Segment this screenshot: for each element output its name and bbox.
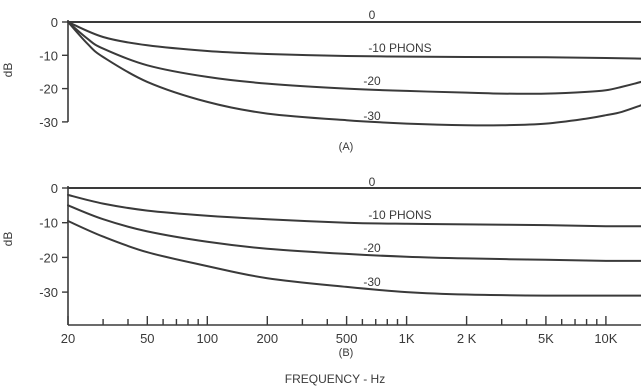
series-line-30-phons: [67, 21, 641, 127]
x-tick-label: 2 K: [457, 331, 477, 346]
x-tick-label: 10K: [594, 331, 617, 346]
panel-a-chart: 0 -10 -20 -30 dB 0 -10 PHONS -20 -30 (A): [1, 8, 641, 153]
x-axis-title: FREQUENCY - Hz: [285, 372, 385, 386]
series-line-20-phons: [67, 204, 641, 262]
y-tick-label: -30: [39, 115, 58, 130]
curve-label: -30: [363, 275, 381, 289]
curve-label: 0: [369, 175, 376, 189]
x-tick-label: 5K: [538, 331, 554, 346]
y-tick-label: -10: [39, 216, 58, 231]
panel-label: (B): [339, 347, 354, 359]
y-tick-label: -30: [39, 285, 58, 300]
x-tick-label: 100: [196, 331, 218, 346]
series-line-30-phons: [67, 220, 641, 297]
x-tick-label: 20: [61, 331, 75, 346]
y-tick-label: -10: [39, 48, 58, 63]
y-axis-title: dB: [1, 63, 15, 78]
curve-label: -10 PHONS: [368, 41, 431, 55]
curve-label: -30: [363, 109, 381, 123]
y-tick-label: 0: [51, 15, 58, 30]
x-tick-label: 50: [140, 331, 154, 346]
x-tick-label: 500: [336, 331, 358, 346]
y-axis-title: dB: [1, 232, 15, 247]
panel-b-chart: 0 -10 -20 -30 dB 0 -10 PHONS -20 -30 (B) 20 50 100 20…: [1, 175, 641, 386]
y-tick-label: -20: [39, 82, 58, 97]
x-tick-label: 1K: [399, 331, 415, 346]
series-line-10-phons: [67, 21, 641, 60]
y-tick-label: -20: [39, 250, 58, 265]
curve-label: 0: [369, 8, 376, 22]
curve-label: -20: [363, 241, 381, 255]
y-tick-label: 0: [51, 181, 58, 196]
curve-label: -10 PHONS: [368, 208, 431, 222]
x-tick-label: 200: [256, 331, 278, 346]
series-line-10-phons: [67, 193, 641, 228]
curve-label: -20: [363, 74, 381, 88]
panel-label: (A): [339, 141, 354, 153]
series-line-20-phons: [67, 21, 641, 95]
